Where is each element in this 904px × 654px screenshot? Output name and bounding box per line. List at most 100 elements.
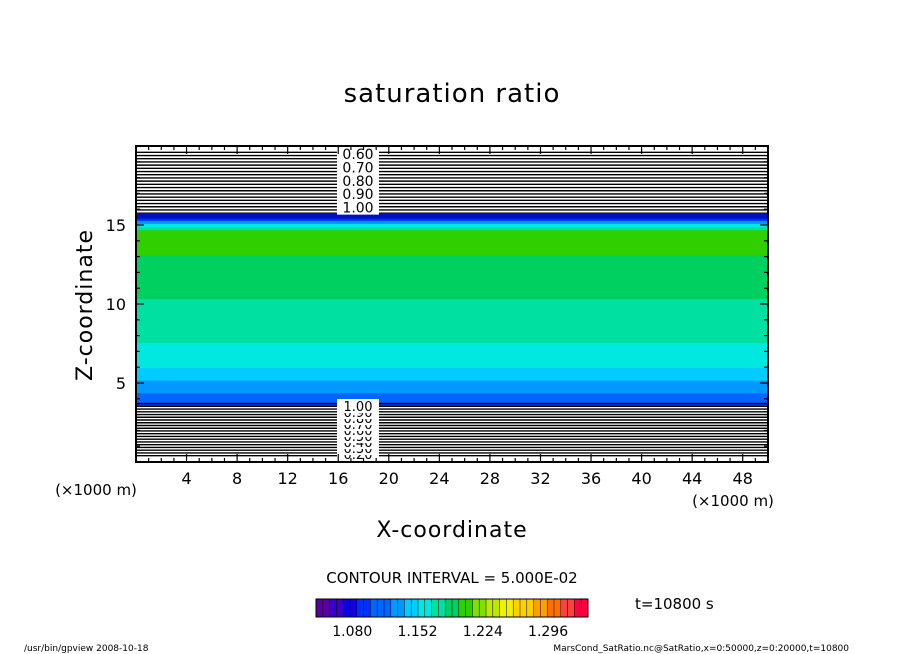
x-tick-label: 24 [429, 469, 449, 488]
field-band [136, 301, 768, 306]
colorbar-swatch [567, 599, 575, 617]
x-tick-label: 8 [232, 469, 242, 488]
colorbar-swatch [452, 599, 460, 617]
field-band [136, 264, 768, 268]
field-band [136, 260, 768, 265]
field-band [136, 226, 768, 231]
colorbar-swatch [350, 599, 358, 617]
colorbar-swatch [377, 599, 385, 617]
field-band [136, 392, 768, 397]
field-band [136, 223, 768, 228]
contour-label: 1.00 [342, 201, 373, 217]
colorbar [315, 598, 589, 618]
field-band [136, 339, 768, 344]
contour-label-bg [337, 172, 379, 188]
colorbar-label: 1.080 [332, 624, 372, 640]
x-unit-left: (×1000 m) [55, 481, 137, 499]
field-band [136, 235, 768, 240]
colorbar-swatch [384, 599, 392, 617]
colorbar-swatch [479, 599, 487, 617]
field-band [136, 267, 768, 271]
contour-label-bg [337, 145, 379, 161]
field-band [136, 213, 768, 219]
contour-labels: 0.600.700.800.901.000.200.300.400.500.60… [337, 145, 379, 463]
colorbar-swatch [465, 599, 473, 617]
colorbar-swatch [492, 599, 500, 617]
field-band [136, 270, 768, 275]
field-band [136, 361, 768, 365]
field-band [136, 242, 768, 246]
contour-label: 0.60 [342, 147, 373, 163]
field-band [136, 289, 768, 293]
field-band [136, 323, 768, 328]
x-tick-label: 36 [581, 469, 601, 488]
field-band [136, 367, 768, 372]
field-band [136, 326, 768, 331]
field-band [136, 298, 768, 303]
field-band [136, 317, 768, 322]
footer-left: /usr/bin/gpview 2008-10-18 [24, 644, 149, 654]
colorbar-swatch [513, 599, 521, 617]
contour-label: 0.80 [342, 174, 373, 190]
colorbar-swatch [431, 599, 439, 617]
colorbar-swatch [574, 599, 582, 617]
colorbar-swatch [540, 599, 548, 617]
field-band [136, 376, 768, 381]
saturation-field [136, 213, 768, 406]
colorbar-swatch [418, 599, 426, 617]
colorbar-swatch [581, 599, 589, 617]
field-band [136, 304, 768, 309]
field-band [136, 364, 768, 369]
field-band [136, 245, 768, 250]
colorbar-swatch [316, 599, 324, 617]
field-band [136, 282, 768, 287]
x-axis-label: X-coordinate [376, 518, 527, 543]
field-band [136, 329, 768, 334]
colorbar-frame [315, 598, 589, 618]
field-band [136, 307, 768, 312]
x-ticks: 4 8 12 16 20 24 28 32 36 40 44 48 [148, 146, 756, 488]
field-band [136, 358, 768, 362]
field-band [136, 386, 768, 391]
footer-right: MarsCond_SatRatio.nc@SatRatio,x=0:50000,… [553, 644, 849, 654]
x-tick-label: 40 [631, 469, 651, 488]
colorbar-swatch [370, 599, 378, 617]
colorbar-swatch [438, 599, 446, 617]
y-axis-label: Z-coordinate [73, 229, 98, 381]
contour-label-bg [337, 199, 379, 215]
colorbar-swatch [445, 599, 453, 617]
x-tick-label: 20 [379, 469, 399, 488]
field-band [136, 395, 768, 400]
colorbar-label: 1.296 [528, 624, 568, 640]
y-ticks: 5 10 15 [106, 161, 768, 447]
colorbar-swatch [458, 599, 466, 617]
field-band [136, 273, 768, 278]
colorbar-swatch [547, 599, 555, 617]
x-tick-label: 32 [530, 469, 550, 488]
field-band [136, 292, 768, 297]
colorbar-swatch [397, 599, 405, 617]
colorbar-swatch [520, 599, 528, 617]
colorbar-swatch [356, 599, 364, 617]
field-band [136, 320, 768, 325]
x-unit-right: (×1000 m) [692, 492, 774, 510]
colorbar-swatch [363, 599, 371, 617]
plot-area: 0.600.700.800.901.000.200.300.400.500.60… [106, 145, 769, 488]
colorbar-swatch [560, 599, 568, 617]
contour-label-bg [337, 159, 379, 175]
colorbar-swatch [506, 599, 514, 617]
field-band [136, 383, 768, 387]
contour-lines [136, 151, 768, 457]
x-tick-label: 48 [733, 469, 753, 488]
y-tick-label: 15 [106, 216, 126, 235]
field-band [136, 254, 768, 259]
field-band [136, 279, 768, 284]
field-band [136, 336, 768, 340]
contour-label-bg [337, 399, 379, 414]
colorbar-labels: 1.080 1.152 1.224 1.296 [332, 624, 568, 640]
field-band [136, 251, 768, 256]
colorbar-swatch [472, 599, 480, 617]
colorbar-swatch [526, 599, 534, 617]
field-band [136, 348, 768, 353]
